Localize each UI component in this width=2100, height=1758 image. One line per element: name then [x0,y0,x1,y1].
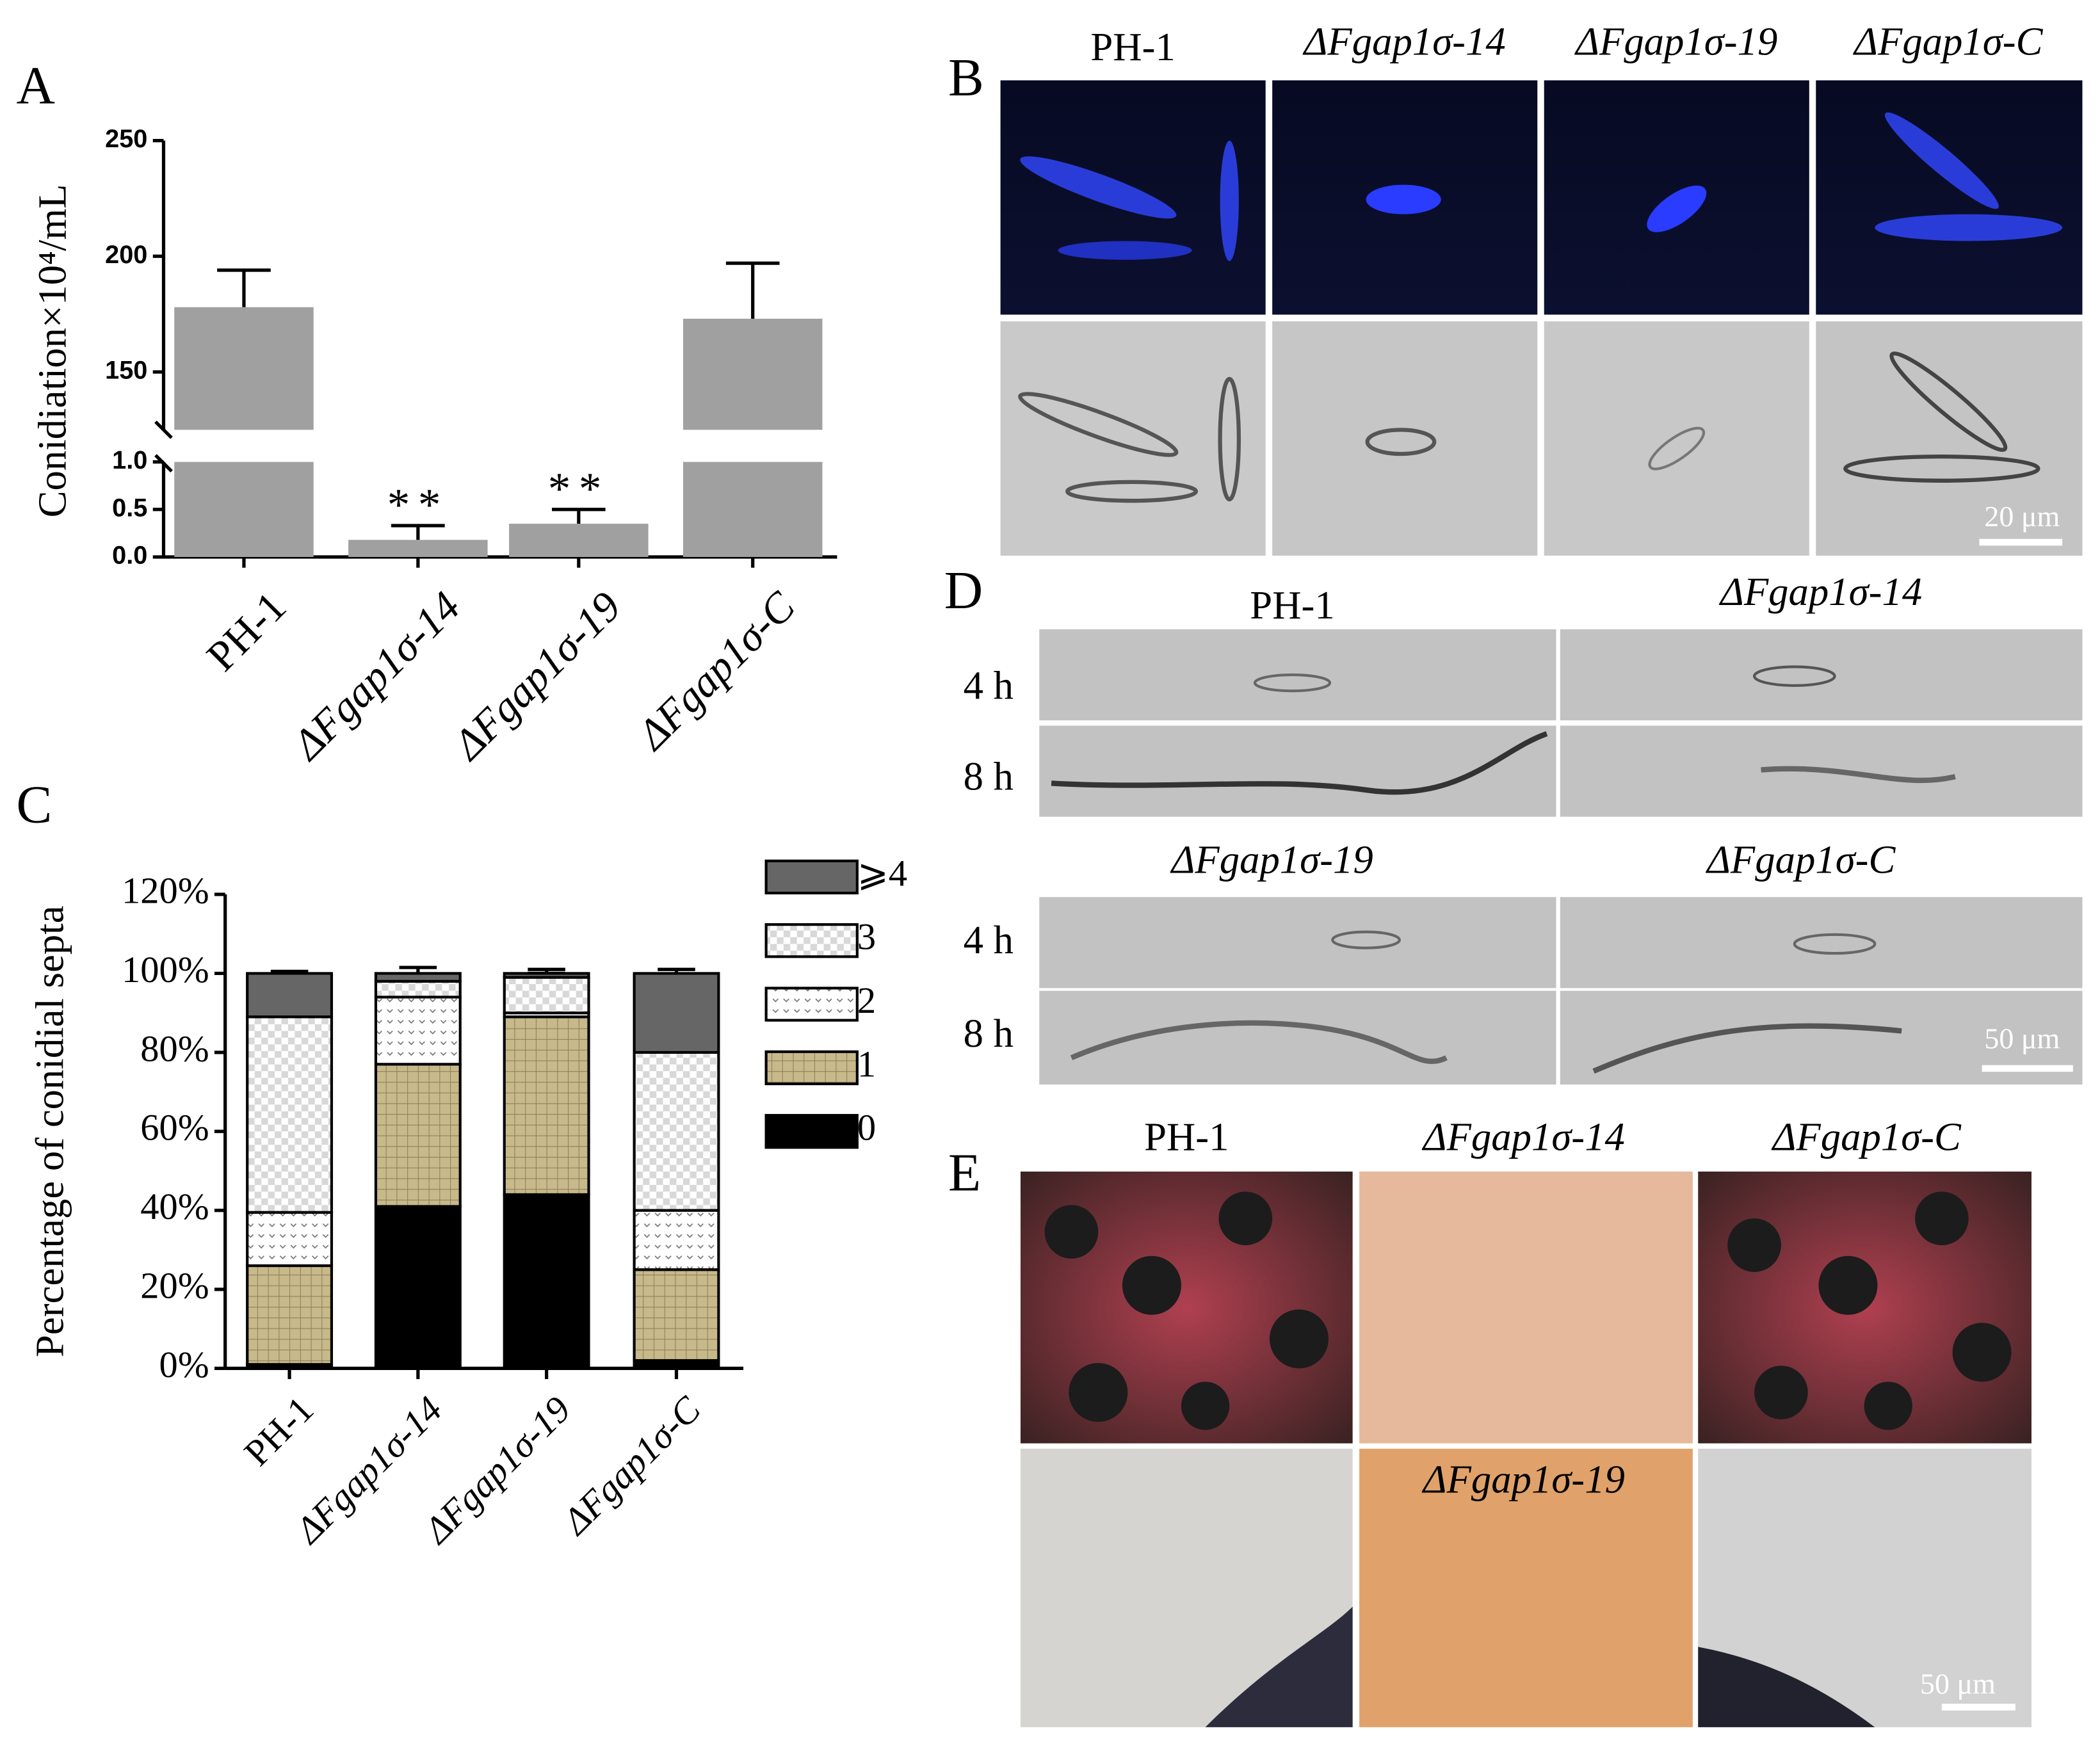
y-tick-label: 20% [140,1264,209,1306]
significance: ** [548,464,610,514]
panel-label: C [16,775,52,834]
column-title: PH-1 [1090,24,1175,69]
bar-segment [246,972,334,1019]
legend-label: 2 [857,980,876,1021]
inset-label: ΔFgap1σ-19 [1421,1457,1625,1502]
error-bar [528,967,565,974]
panel-e-images [1020,1171,2031,1727]
column-title: ΔFgap1σ-19 [1574,19,1777,63]
y-tick-label: 250 [105,125,147,153]
panel-b-images [1000,80,2083,556]
x-tick-label: PH-1 [198,583,295,680]
x-tick-label: ΔFgap1σ-C [554,1388,709,1543]
error-bar [391,524,445,540]
panel-label: A [16,56,54,115]
x-tick-label: PH-1 [236,1389,321,1474]
y-tick-label: 0% [159,1344,209,1385]
scale-bar-label: 50 μm [1984,1022,2060,1055]
y-tick-label: 60% [140,1107,209,1149]
bar-segment [633,1268,720,1362]
bar [682,462,823,558]
row-label: 8 h [964,1011,1014,1056]
y-tick-label: 40% [140,1186,209,1227]
error-bar [217,268,271,307]
bar-segment [633,1209,720,1271]
bar-segment [246,1015,334,1214]
error-bar [658,967,695,974]
bar [174,307,314,430]
bar-segment [503,972,590,979]
column-title: ΔFgap1σ-C [1852,19,2043,63]
bar-segment [503,1193,590,1370]
bar [174,462,314,558]
bar-segment [246,1264,334,1366]
bar-segment [246,1211,334,1268]
y-tick-label: 0.5 [112,494,147,522]
bar-segment [503,976,590,1015]
legend-swatch [764,1114,859,1149]
group-title: ΔFgap1σ-19 [1170,837,1373,882]
bar-segment [633,1051,720,1212]
bar [682,318,823,430]
error-bar [725,261,780,319]
y-tick-label: 200 [105,241,147,269]
legend-swatch [764,987,859,1022]
column-title: ΔFgap1σ-14 [1421,1114,1625,1159]
row-label: 8 h [964,754,1014,799]
bar-segment [374,980,462,999]
group-title: ΔFgap1σ-14 [1718,569,1922,614]
group-title: PH-1 [1250,583,1334,627]
error-bar [399,965,437,974]
bar [509,524,649,558]
bar-segment [374,1205,462,1370]
y-tick-label: 120% [122,869,209,911]
panel-d-images [1039,629,2083,1085]
column-title: PH-1 [1144,1114,1229,1159]
significance: ** [387,480,449,530]
legend-label: ⩾4 [857,852,907,894]
x-tick-label: ΔFgap1σ-14 [282,583,469,770]
y-tick-label: 1.0 [112,446,147,474]
error-bar [552,508,606,524]
error-bar [270,969,309,974]
bar-segment [374,996,462,1066]
y-tick-label: 0.0 [112,542,147,570]
panel-label: E [948,1143,981,1203]
bar [348,540,488,558]
y-tick-label: 150 [105,356,147,384]
bar-segment [503,1015,590,1197]
panel-label: B [948,48,984,108]
bar-segment [374,972,462,983]
y-axis-label: Conidiation×10⁴/mL [30,184,75,518]
legend-label: 0 [857,1107,876,1149]
scale-bar-label: 20 μm [1984,500,2060,533]
panel-texts: B PH-1 ΔFgap1σ-14 ΔFgap1σ-19 ΔFgap1σ-C 2… [944,19,2060,1700]
y-axis-label: Percentage of conidial septa [27,905,72,1357]
column-title: ΔFgap1σ-14 [1302,19,1506,63]
panel-label: D [944,561,983,620]
row-label: 4 h [964,917,1014,962]
bar-segment [374,1063,462,1208]
scale-bar-label: 50 μm [1920,1668,1996,1700]
legend-swatch [764,923,859,958]
x-tick-label: ΔFgap1σ-C [627,582,804,759]
row-label: 4 h [964,663,1014,707]
bar-segment [633,972,720,1054]
legend-label: 3 [857,916,876,958]
group-title: ΔFgap1σ-C [1705,837,1896,882]
y-tick-label: 100% [122,949,209,990]
y-tick-label: 80% [140,1028,209,1069]
x-tick-label: ΔFgap1σ-19 [443,583,630,770]
legend-swatch [764,1050,859,1086]
legend-swatch [764,859,859,895]
legend-label: 1 [857,1043,876,1085]
column-title: ΔFgap1σ-C [1771,1114,1962,1159]
